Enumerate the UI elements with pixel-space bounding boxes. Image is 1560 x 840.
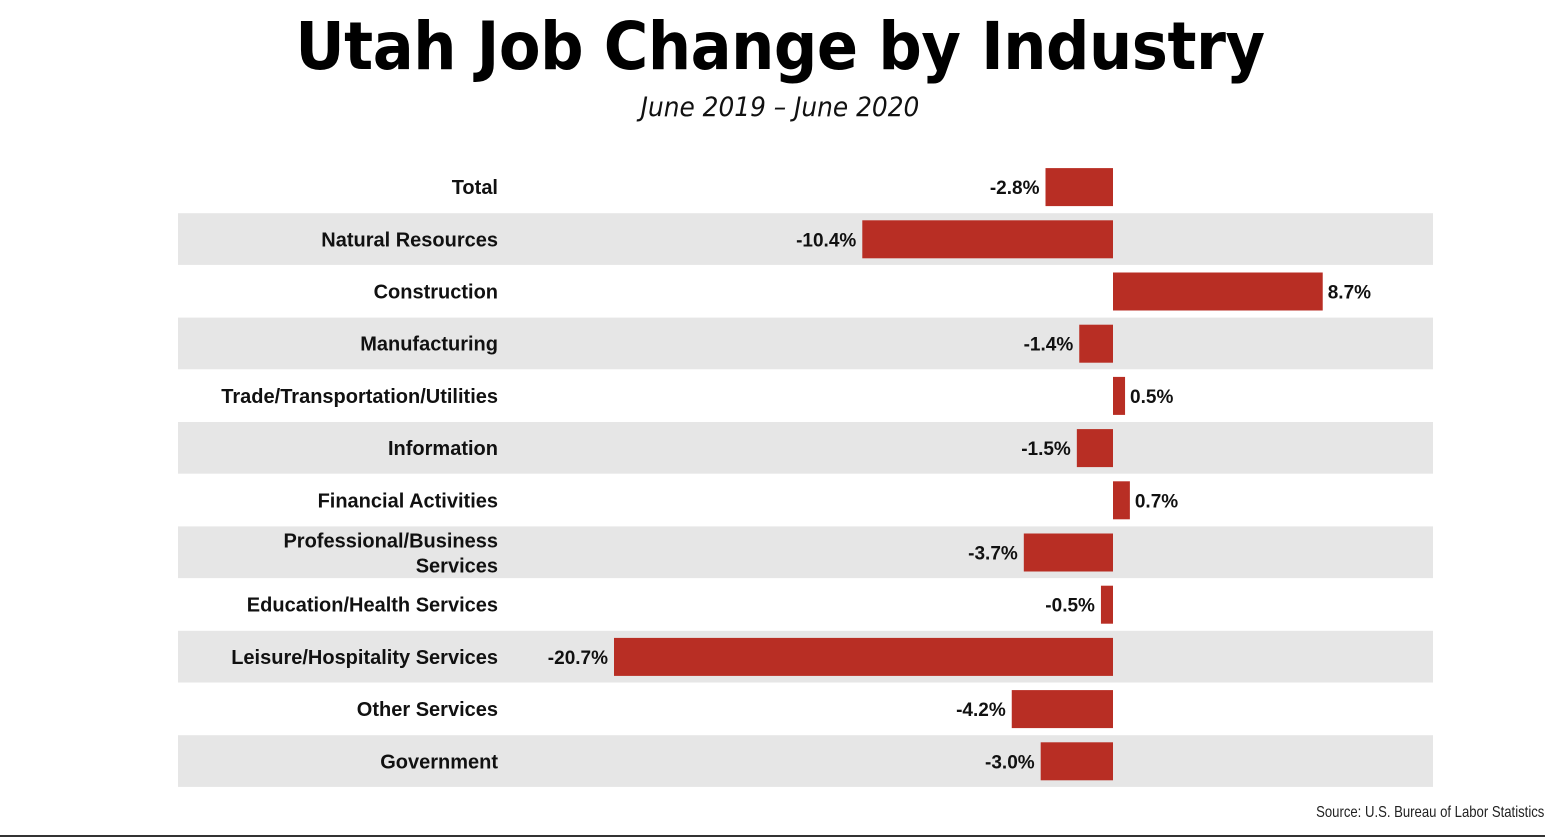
category-label: Information — [388, 438, 498, 460]
chart-subtitle: June 2019 – June 2020 — [640, 92, 920, 123]
data-label: -0.5% — [1045, 596, 1095, 617]
data-label: 0.7% — [1135, 491, 1178, 512]
bottom-rule — [0, 835, 1545, 837]
chart-title: Utah Job Change by Industry — [295, 8, 1265, 85]
data-label: 0.5% — [1130, 387, 1173, 408]
bar — [1076, 429, 1113, 468]
bar — [1040, 742, 1113, 781]
data-label: -10.4% — [796, 230, 856, 251]
data-label: 8.7% — [1328, 283, 1371, 304]
bar — [1011, 690, 1113, 729]
data-label: -4.2% — [956, 700, 1006, 721]
category-label: Trade/Transportation/Utilities — [221, 386, 498, 408]
source-note: Source: U.S. Bureau of Labor Statistics — [1315, 804, 1544, 821]
category-label: Education/Health Services — [247, 595, 498, 617]
data-label: -20.7% — [548, 648, 608, 669]
row-stripe — [178, 422, 1433, 474]
bar — [1100, 585, 1113, 624]
bar — [614, 637, 1113, 676]
data-label: -3.7% — [968, 544, 1018, 565]
category-label: Total — [452, 177, 498, 199]
category-label: Financial Activities — [318, 490, 498, 512]
bar — [1045, 168, 1113, 207]
category-label: Professional/Business Services — [283, 531, 498, 578]
category-label: Other Services — [357, 699, 498, 721]
row-stripe — [178, 317, 1433, 370]
data-label: -2.8% — [990, 178, 1040, 199]
data-label: -1.4% — [1024, 335, 1074, 356]
data-label: -3.0% — [985, 752, 1035, 773]
bar — [862, 220, 1113, 259]
category-label: Government — [380, 751, 498, 773]
bar — [1113, 481, 1130, 520]
bar — [1113, 272, 1323, 311]
bar — [1079, 324, 1113, 363]
category-label: Natural Resources — [321, 229, 498, 251]
category-label: Manufacturing — [360, 334, 498, 356]
bar — [1023, 533, 1113, 572]
bar — [1113, 376, 1126, 415]
row-stripe — [178, 735, 1433, 787]
row-stripe — [178, 526, 1433, 579]
data-label: -1.5% — [1021, 439, 1071, 460]
row-stripe — [178, 213, 1433, 265]
category-label: Construction — [374, 282, 498, 304]
category-label: Leisure/Hospitality Services — [231, 647, 498, 669]
